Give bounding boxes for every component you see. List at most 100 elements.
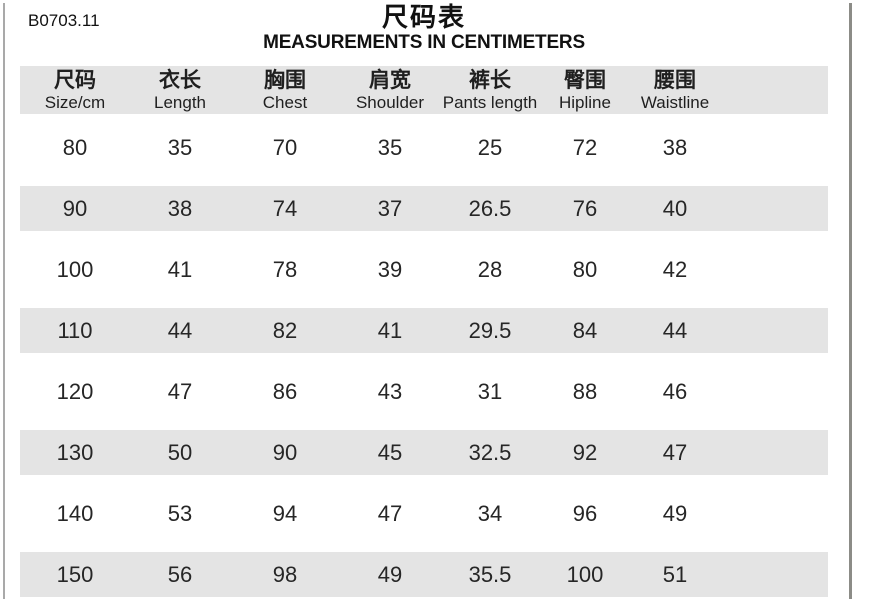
- size-cell: 80: [62, 134, 88, 160]
- measurement-cell: 86: [272, 378, 298, 404]
- measurement-cell: 72: [572, 134, 598, 160]
- header-label-zh: 衣长: [159, 68, 201, 92]
- row-filler: [720, 125, 828, 170]
- measurement-cell: 56: [167, 561, 193, 587]
- measurement-cell: 26.5: [468, 195, 512, 221]
- measurement-cell: 98: [272, 561, 298, 587]
- header-label-zh: 尺码: [54, 68, 96, 92]
- header-cell: 衣长 Length: [130, 66, 230, 114]
- measurement-cell: 49: [377, 561, 403, 587]
- measurement-cell: 49: [662, 500, 688, 526]
- measurement-cell: 84: [572, 317, 598, 343]
- measurement-cell: 38: [167, 195, 193, 221]
- size-cell: 100: [56, 256, 94, 282]
- measurement-cell: 47: [167, 378, 193, 404]
- header-cell: 裤长 Pants length: [440, 66, 540, 114]
- size-cell: 120: [56, 378, 94, 404]
- table-row: 150 56 98 49 35.5 100 51: [20, 544, 828, 605]
- measurement-cell: 70: [272, 134, 298, 160]
- header-cell: 胸围 Chest: [230, 66, 340, 114]
- page-title: 尺码表: [381, 2, 466, 32]
- measurement-cell: 47: [662, 439, 688, 465]
- header-label-en: Length: [154, 92, 206, 112]
- header-label-zh: 肩宽: [369, 68, 411, 92]
- measurement-cell: 40: [662, 195, 688, 221]
- measurement-cell: 45: [377, 439, 403, 465]
- table-row: 140 53 94 47 34 96 49: [20, 483, 828, 544]
- size-cell: 110: [57, 317, 93, 343]
- header-cell: 肩宽 Shoulder: [340, 66, 440, 114]
- size-cell: 140: [56, 500, 94, 526]
- measurement-cell: 90: [272, 439, 298, 465]
- row-filler: [720, 491, 828, 536]
- measurement-cell: 35.5: [468, 561, 512, 587]
- measurement-cell: 51: [662, 561, 688, 587]
- left-border-line: [3, 3, 5, 599]
- measurement-cell: 35: [377, 134, 403, 160]
- measurement-cell: 44: [662, 317, 688, 343]
- measurement-cell: 28: [477, 256, 503, 282]
- measurement-cell: 32.5: [468, 439, 512, 465]
- measurement-cell: 74: [272, 195, 298, 221]
- product-code: B0703.11: [28, 11, 100, 30]
- header-label-en: Chest: [262, 92, 308, 112]
- header-label-en: Pants length: [442, 92, 538, 112]
- measurement-cell: 29.5: [468, 317, 512, 343]
- header-label-zh: 裤长: [469, 68, 511, 92]
- header-cell: 腰围 Waistline: [630, 66, 720, 114]
- right-border-line: [849, 3, 852, 599]
- measurement-cell: 31: [477, 378, 503, 404]
- measurement-cell: 100: [566, 561, 604, 587]
- header-label-zh: 腰围: [654, 68, 696, 92]
- measurement-cell: 50: [167, 439, 193, 465]
- measurement-cell: 39: [377, 256, 403, 282]
- header-cell: 尺码 Size/cm: [20, 66, 130, 114]
- measurement-cell: 44: [167, 317, 193, 343]
- row-filler: [720, 308, 828, 353]
- measurement-cell: 42: [662, 256, 688, 282]
- row-filler: [720, 552, 828, 597]
- header-filler: [720, 66, 828, 114]
- table-row: 120 47 86 43 31 88 46: [20, 361, 828, 422]
- header-label-en: Size/cm: [44, 92, 106, 112]
- row-filler: [720, 247, 828, 292]
- measurement-cell: 82: [272, 317, 298, 343]
- size-cell: 130: [56, 439, 94, 465]
- row-filler: [720, 186, 828, 231]
- table-row: 130 50 90 45 32.5 92 47: [20, 422, 828, 483]
- measurement-cell: 34: [477, 500, 503, 526]
- measurement-cell: 92: [572, 439, 598, 465]
- header-cell: 臀围 Hipline: [540, 66, 630, 114]
- row-filler: [720, 430, 828, 475]
- header-label-zh: 臀围: [564, 68, 606, 92]
- table-row: 80 35 70 35 25 72 38: [20, 117, 828, 178]
- page-subtitle: MEASUREMENTS IN CENTIMETERS: [263, 32, 585, 53]
- measurement-cell: 25: [477, 134, 503, 160]
- measurement-cell: 47: [377, 500, 403, 526]
- measurement-cell: 96: [572, 500, 598, 526]
- measurement-cell: 94: [272, 500, 298, 526]
- measurement-cell: 41: [377, 317, 403, 343]
- row-filler: [720, 369, 828, 414]
- measurement-cell: 76: [572, 195, 598, 221]
- table-header-row: 尺码 Size/cm 衣长 Length 胸围 Chest 肩宽 Shoulder 裤长 Pant…: [20, 66, 828, 114]
- size-chart: 尺码表 MEASUREMENTS IN CENTIMETERS 尺码 Size/c…: [20, 3, 828, 605]
- table-row: 110 44 82 41 29.5 84 44: [20, 300, 828, 361]
- size-cell: 150: [56, 561, 94, 587]
- header-label-en: Hipline: [559, 92, 611, 112]
- measurement-cell: 41: [167, 256, 193, 282]
- header-label-en: Waistline: [640, 92, 710, 112]
- measurement-cell: 78: [272, 256, 298, 282]
- table-row: 90 38 74 37 26.5 76 40: [20, 178, 828, 239]
- measurement-cell: 43: [377, 378, 403, 404]
- measurement-cell: 46: [662, 378, 688, 404]
- table-body: 80 35 70 35 25 72 38 90 38 74 37 26.5 76 40 100 41 78 39 2…: [20, 117, 828, 605]
- header-label-zh: 胸围: [264, 68, 306, 92]
- measurement-cell: 38: [662, 134, 688, 160]
- measurement-cell: 37: [377, 195, 403, 221]
- size-cell: 90: [62, 195, 88, 221]
- measurement-cell: 35: [167, 134, 193, 160]
- measurement-cell: 53: [167, 500, 193, 526]
- header-label-en: Shoulder: [355, 92, 425, 112]
- measurement-cell: 88: [572, 378, 598, 404]
